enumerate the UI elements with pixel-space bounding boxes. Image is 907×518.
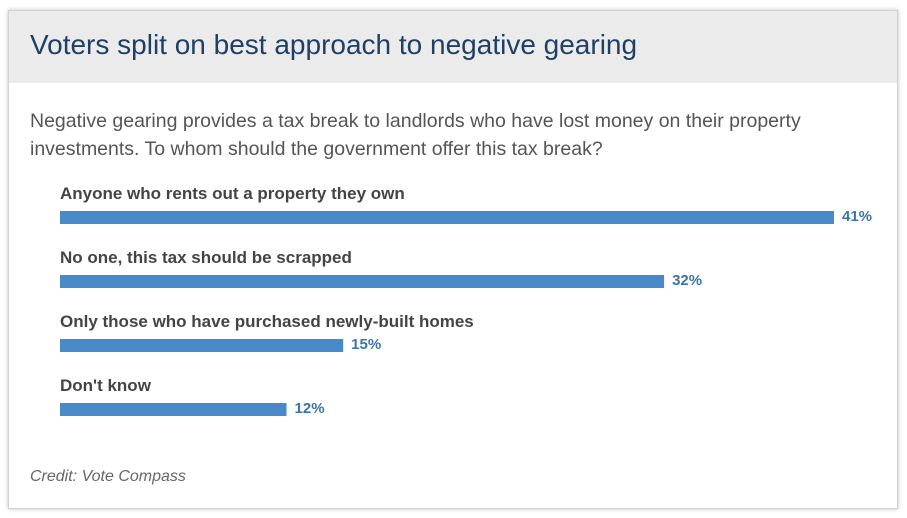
- value-label: 12%: [295, 400, 325, 417]
- chart-title: Voters split on best approach to negativ…: [30, 29, 638, 60]
- card-header: Voters split on best approach to negativ…: [9, 11, 897, 83]
- bar: [60, 275, 665, 288]
- bar-chart: Anyone who rents out a property they own…: [60, 184, 872, 417]
- bar: [60, 211, 834, 224]
- bar: [60, 339, 344, 352]
- category-label: Only those who have purchased newly-buil…: [60, 312, 474, 331]
- category-label: Anyone who rents out a property they own: [60, 184, 405, 203]
- value-label: 32%: [672, 272, 702, 289]
- category-label: No one, this tax should be scrapped: [60, 248, 352, 267]
- bar: [60, 403, 287, 416]
- category-label: Don't know: [60, 376, 152, 395]
- value-label: 41%: [842, 208, 872, 225]
- chart-card: Voters split on best approach to negativ…: [8, 10, 898, 509]
- credit-note: Credit: Vote Compass: [30, 468, 186, 485]
- value-label: 15%: [351, 336, 381, 353]
- survey-question: Negative gearing provides a tax break to…: [30, 110, 801, 160]
